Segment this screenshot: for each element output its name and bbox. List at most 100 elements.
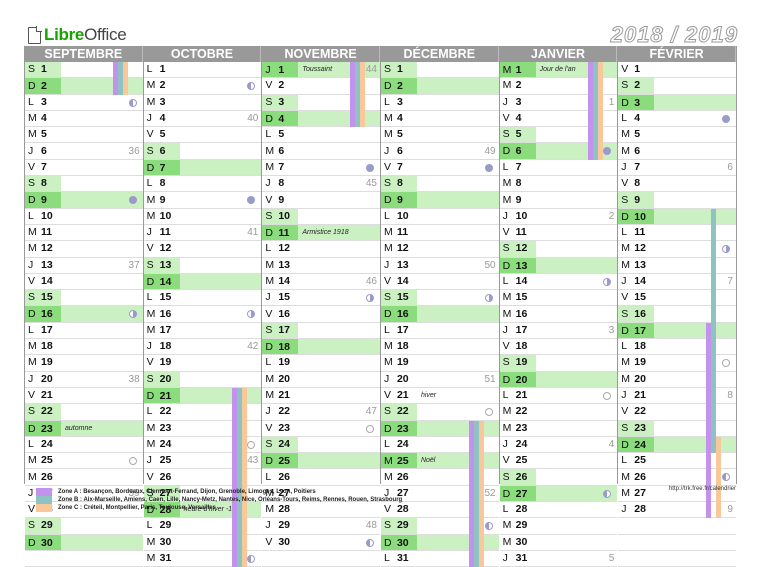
day-row[interactable]: L 29: [143, 518, 262, 535]
day-row[interactable]: V 25: [499, 453, 618, 470]
day-row[interactable]: J 27 52: [380, 486, 499, 503]
day-row[interactable]: M 19: [380, 355, 499, 372]
day-row[interactable]: M 27: [262, 486, 380, 503]
day-row[interactable]: V 28: [380, 502, 499, 519]
day-row[interactable]: M 24: [143, 437, 262, 454]
day-row[interactable]: M 28: [262, 502, 380, 519]
day-row[interactable]: L 18: [618, 339, 736, 356]
day-row[interactable]: M 26: [25, 469, 143, 486]
day-row[interactable]: S 17: [262, 322, 380, 340]
day-row[interactable]: L 12: [262, 241, 380, 258]
day-row[interactable]: J 17 3: [499, 323, 618, 340]
day-row[interactable]: M 18: [25, 339, 143, 356]
day-row[interactable]: D 10: [618, 208, 736, 225]
day-row[interactable]: S 23: [618, 420, 736, 437]
day-row[interactable]: J 18 42: [143, 339, 262, 356]
day-row[interactable]: M 16: [499, 306, 618, 323]
day-row[interactable]: M 19: [25, 355, 143, 372]
day-row[interactable]: M 30: [499, 535, 618, 551]
day-row[interactable]: M 19: [618, 355, 736, 372]
day-row[interactable]: M 10: [143, 209, 262, 225]
day-row[interactable]: L 25: [618, 453, 736, 470]
day-row[interactable]: J 24 4: [499, 437, 618, 454]
day-row[interactable]: L 17: [25, 323, 143, 340]
day-row[interactable]: D 11 Armistice 1918: [262, 224, 380, 242]
day-row[interactable]: M 20: [262, 372, 380, 388]
day-row[interactable]: M 23: [499, 421, 618, 437]
day-row[interactable]: J 11 41: [143, 225, 262, 242]
day-row[interactable]: D 18: [262, 339, 380, 356]
day-row[interactable]: M 21: [262, 388, 380, 405]
day-row[interactable]: M 23: [143, 421, 262, 437]
day-row[interactable]: D 17: [618, 322, 736, 340]
day-row[interactable]: D 23 automne: [25, 420, 143, 437]
day-row[interactable]: M 13: [618, 258, 736, 274]
day-row[interactable]: D 13: [499, 257, 618, 274]
day-row[interactable]: M 27: [618, 486, 736, 503]
day-row[interactable]: S 12: [499, 241, 618, 258]
day-row[interactable]: S 16: [618, 306, 736, 323]
day-row[interactable]: V 16: [262, 306, 380, 323]
day-row[interactable]: S 26: [499, 469, 618, 486]
day-row[interactable]: D 27: [499, 485, 618, 503]
day-row[interactable]: V 15: [618, 290, 736, 307]
day-row[interactable]: L 10: [380, 209, 499, 225]
day-row[interactable]: M 25: [25, 453, 143, 470]
day-row[interactable]: M 26: [618, 469, 736, 486]
day-row[interactable]: V 19: [143, 355, 262, 372]
day-row[interactable]: S 22: [25, 404, 143, 421]
day-row[interactable]: D 16: [380, 306, 499, 323]
day-row[interactable]: S 29: [25, 518, 143, 535]
day-row[interactable]: J 28 9: [618, 502, 736, 519]
day-row[interactable]: J 14 7: [618, 274, 736, 291]
day-row[interactable]: M 22: [499, 404, 618, 421]
day-row[interactable]: S 15: [25, 290, 143, 307]
day-row[interactable]: S 20: [143, 371, 262, 388]
day-row[interactable]: L 22: [143, 404, 262, 421]
day-row[interactable]: M 26: [380, 469, 499, 486]
day-row[interactable]: V 18: [499, 339, 618, 356]
day-row[interactable]: S 13: [143, 257, 262, 274]
day-row[interactable]: S 19: [499, 355, 618, 372]
day-row[interactable]: L 24: [380, 437, 499, 454]
day-row[interactable]: L 14: [499, 274, 618, 291]
day-row[interactable]: V 22: [618, 404, 736, 421]
day-row[interactable]: S 10: [262, 208, 380, 225]
day-row[interactable]: J 15: [262, 290, 380, 307]
day-row[interactable]: V 12: [143, 241, 262, 258]
day-row[interactable]: L 24: [25, 437, 143, 454]
day-row[interactable]: V 21 hiver: [380, 388, 499, 405]
day-row[interactable]: V 21: [25, 388, 143, 405]
day-row[interactable]: V 30: [262, 535, 380, 551]
day-row[interactable]: D 20: [499, 371, 618, 388]
